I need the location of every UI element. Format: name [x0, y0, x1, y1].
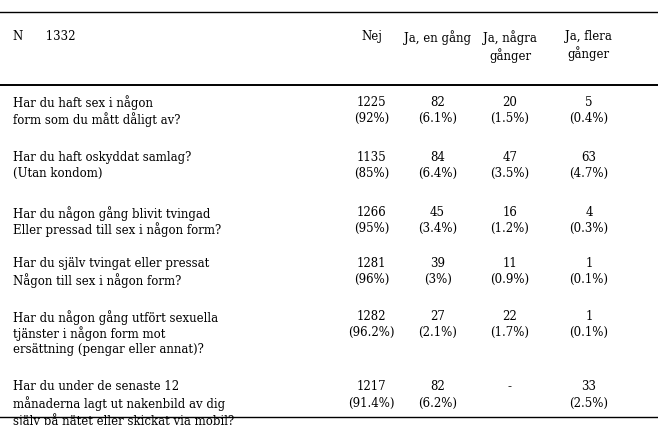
Text: Har du någon gång blivit tvingad: Har du någon gång blivit tvingad — [13, 206, 211, 221]
Text: (3.4%): (3.4%) — [418, 222, 457, 235]
Text: (91.4%): (91.4%) — [349, 397, 395, 410]
Text: (0.1%): (0.1%) — [569, 273, 609, 286]
Text: 39: 39 — [430, 257, 445, 270]
Text: 1135: 1135 — [357, 151, 387, 164]
Text: 4: 4 — [585, 206, 593, 219]
Text: (96%): (96%) — [354, 273, 390, 286]
Text: 16: 16 — [503, 206, 517, 219]
Text: 1225: 1225 — [357, 96, 387, 109]
Text: 27: 27 — [430, 310, 445, 323]
Text: (96.2%): (96.2%) — [349, 326, 395, 340]
Text: Har du haft sex i någon: Har du haft sex i någon — [13, 96, 153, 110]
Text: 82: 82 — [430, 380, 445, 394]
Text: -: - — [508, 380, 512, 394]
Text: ersättning (pengar eller annat)?: ersättning (pengar eller annat)? — [13, 343, 204, 356]
Text: (3.5%): (3.5%) — [490, 167, 530, 180]
Text: Har du under de senaste 12: Har du under de senaste 12 — [13, 380, 179, 394]
Text: 1217: 1217 — [357, 380, 387, 394]
Text: (85%): (85%) — [354, 167, 390, 180]
Text: (6.4%): (6.4%) — [418, 167, 457, 180]
Text: (92%): (92%) — [354, 112, 390, 125]
Text: (2.5%): (2.5%) — [569, 397, 609, 410]
Text: 1: 1 — [585, 310, 593, 323]
Text: Någon till sex i någon form?: Någon till sex i någon form? — [13, 273, 182, 288]
Text: själv på nätet eller skickat via mobil?: själv på nätet eller skickat via mobil? — [13, 413, 234, 425]
Text: Ja, flera
gånger: Ja, flera gånger — [565, 30, 613, 61]
Text: 45: 45 — [430, 206, 445, 219]
Text: Nej: Nej — [361, 30, 382, 43]
Text: (2.1%): (2.1%) — [418, 326, 457, 340]
Text: (3%): (3%) — [424, 273, 451, 286]
Text: 20: 20 — [503, 96, 517, 109]
Text: 1: 1 — [585, 257, 593, 270]
Text: 11: 11 — [503, 257, 517, 270]
Text: 63: 63 — [582, 151, 596, 164]
Text: (0.4%): (0.4%) — [569, 112, 609, 125]
Text: (0.9%): (0.9%) — [490, 273, 530, 286]
Text: (6.2%): (6.2%) — [418, 397, 457, 410]
Text: 22: 22 — [503, 310, 517, 323]
Text: (0.3%): (0.3%) — [569, 222, 609, 235]
Text: månaderna lagt ut nakenbild av dig: månaderna lagt ut nakenbild av dig — [13, 397, 225, 411]
Text: N      1332: N 1332 — [13, 30, 76, 43]
Text: Ja, en gång: Ja, en gång — [404, 30, 471, 45]
Text: (Utan kondom): (Utan kondom) — [13, 167, 103, 180]
Text: 47: 47 — [503, 151, 517, 164]
Text: 84: 84 — [430, 151, 445, 164]
Text: (1.2%): (1.2%) — [490, 222, 530, 235]
Text: (1.7%): (1.7%) — [490, 326, 530, 340]
Text: (95%): (95%) — [354, 222, 390, 235]
Text: 1282: 1282 — [357, 310, 386, 323]
Text: 1266: 1266 — [357, 206, 387, 219]
Text: Ja, några
gånger: Ja, några gånger — [483, 30, 537, 63]
Text: form som du mått dåligt av?: form som du mått dåligt av? — [13, 112, 181, 127]
Text: 82: 82 — [430, 96, 445, 109]
Text: (1.5%): (1.5%) — [490, 112, 530, 125]
Text: Eller pressad till sex i någon form?: Eller pressad till sex i någon form? — [13, 222, 221, 237]
Text: tjänster i någon form mot: tjänster i någon form mot — [13, 326, 166, 341]
Text: (6.1%): (6.1%) — [418, 112, 457, 125]
Text: 33: 33 — [582, 380, 596, 394]
Text: Har du haft oskyddat samlag?: Har du haft oskyddat samlag? — [13, 151, 191, 164]
Text: (4.7%): (4.7%) — [569, 167, 609, 180]
Text: Har du någon gång utfört sexuella: Har du någon gång utfört sexuella — [13, 310, 218, 325]
Text: 5: 5 — [585, 96, 593, 109]
Text: (0.1%): (0.1%) — [569, 326, 609, 340]
Text: Har du själv tvingat eller pressat: Har du själv tvingat eller pressat — [13, 257, 209, 270]
Text: 1281: 1281 — [357, 257, 386, 270]
